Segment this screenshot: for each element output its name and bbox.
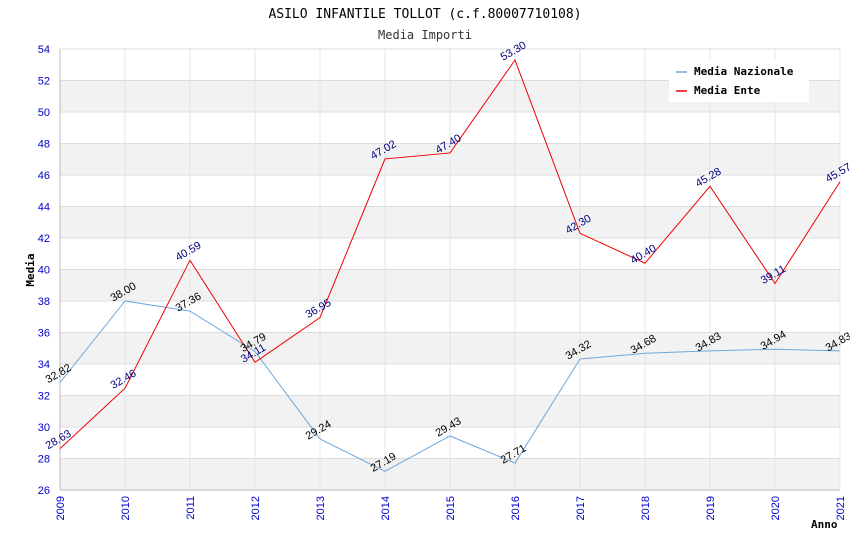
y-tick-label: 54 <box>38 44 50 56</box>
x-tick-label: 2015 <box>445 496 457 520</box>
x-tick-label: 2021 <box>835 496 847 520</box>
chart-title: ASILO INFANTILE TOLLOT (c.f.80007710108) <box>268 7 581 22</box>
y-tick-label: 42 <box>38 233 50 245</box>
y-tick-label: 32 <box>38 391 50 403</box>
chart-subtitle: Media Importi <box>378 28 472 42</box>
data-label-media-ente: 40.59 <box>174 240 204 264</box>
legend-label-media-ente: Media Ente <box>694 84 761 97</box>
x-tick-label: 2013 <box>315 496 327 520</box>
y-tick-label: 26 <box>38 485 50 497</box>
y-tick-label: 48 <box>38 139 50 151</box>
legend-box <box>669 60 809 102</box>
data-label-media-ente: 32.46 <box>109 368 139 392</box>
gridlines <box>59 48 841 491</box>
y-tick-label: 28 <box>38 454 50 466</box>
x-tick-label: 2017 <box>575 496 587 520</box>
y-tick-label: 38 <box>38 296 50 308</box>
x-axis-label: Anno <box>811 518 838 531</box>
x-tick-label: 2010 <box>120 496 132 520</box>
series-line-media-ente <box>59 58 841 449</box>
x-tick-label: 2018 <box>640 496 652 520</box>
y-tick-label: 46 <box>38 170 50 182</box>
y-tick-label: 52 <box>38 76 50 88</box>
y-axis-ticks: 26 28 30 32 34 36 38 40 42 44 46 48 50 52 54 <box>38 44 50 497</box>
y-tick-label: 30 <box>38 422 50 434</box>
y-tick-label: 44 <box>38 202 50 214</box>
x-axis-ticks: 2009 2010 2011 2012 2013 2014 2015 2016 2017 2018… <box>55 496 847 520</box>
series-line-media-nazionale <box>59 300 841 472</box>
x-tick-label: 2020 <box>770 496 782 520</box>
y-axis-label: Media <box>24 253 37 286</box>
data-label-media-ente: 53.30 <box>499 39 529 63</box>
x-tick-label: 2009 <box>55 496 67 520</box>
y-tick-label: 40 <box>38 265 50 277</box>
y-tick-label: 50 <box>38 107 50 119</box>
x-tick-label: 2011 <box>185 496 197 520</box>
x-tick-label: 2014 <box>380 496 392 520</box>
x-tick-label: 2016 <box>510 496 522 520</box>
legend: Media Nazionale Media Ente <box>669 60 809 102</box>
y-tick-label: 34 <box>38 359 50 371</box>
x-tick-label: 2012 <box>250 496 262 520</box>
y-tick-label: 36 <box>38 328 50 340</box>
x-tick-label: 2019 <box>705 496 717 520</box>
series-group <box>59 58 841 472</box>
legend-label-media-nazionale: Media Nazionale <box>694 65 794 78</box>
